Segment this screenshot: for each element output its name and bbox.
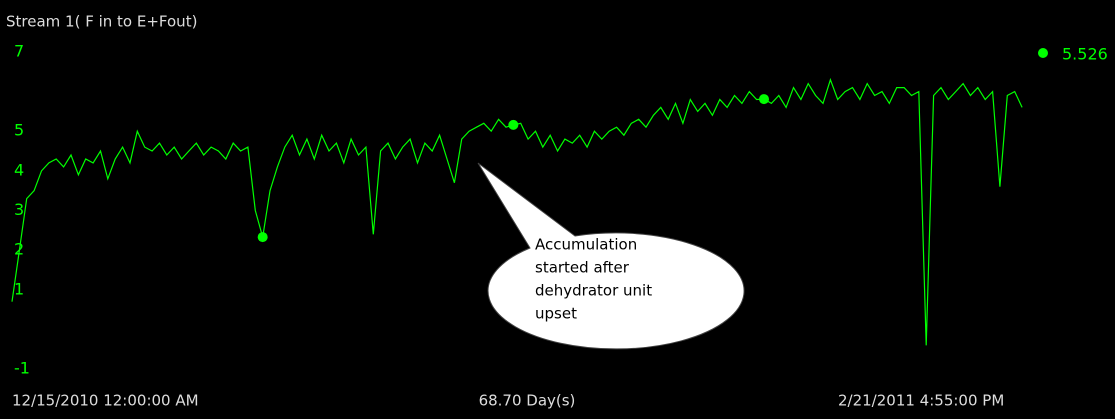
marker-dot — [508, 119, 519, 130]
y-tick-label: 7 — [14, 41, 24, 60]
current-value-dot — [1038, 48, 1048, 58]
y-tick-label: -1 — [14, 359, 30, 378]
callout-text: started after — [535, 259, 630, 277]
marker-dot — [257, 232, 268, 243]
y-tick-label: 3 — [14, 200, 24, 219]
y-tick-label: 1 — [14, 279, 24, 298]
marker-dot — [759, 94, 770, 105]
callout-text: Accumulation — [535, 236, 637, 254]
y-tick-label: 4 — [14, 160, 24, 179]
current-value-label: 5.526 — [1062, 45, 1108, 64]
callout-text: dehydrator unit — [535, 282, 652, 300]
x-end-label: 2/21/2011 4:55:00 PM — [838, 392, 1004, 410]
callout-text: upset — [535, 305, 577, 323]
y-tick-label: 5 — [14, 121, 24, 140]
x-span-label: 68.70 Day(s) — [479, 392, 576, 410]
chart-title: Stream 1( F in to E+Fout) — [6, 13, 197, 31]
x-start-label: 12/15/2010 12:00:00 AM — [12, 392, 199, 410]
callout-bubble — [477, 162, 745, 350]
